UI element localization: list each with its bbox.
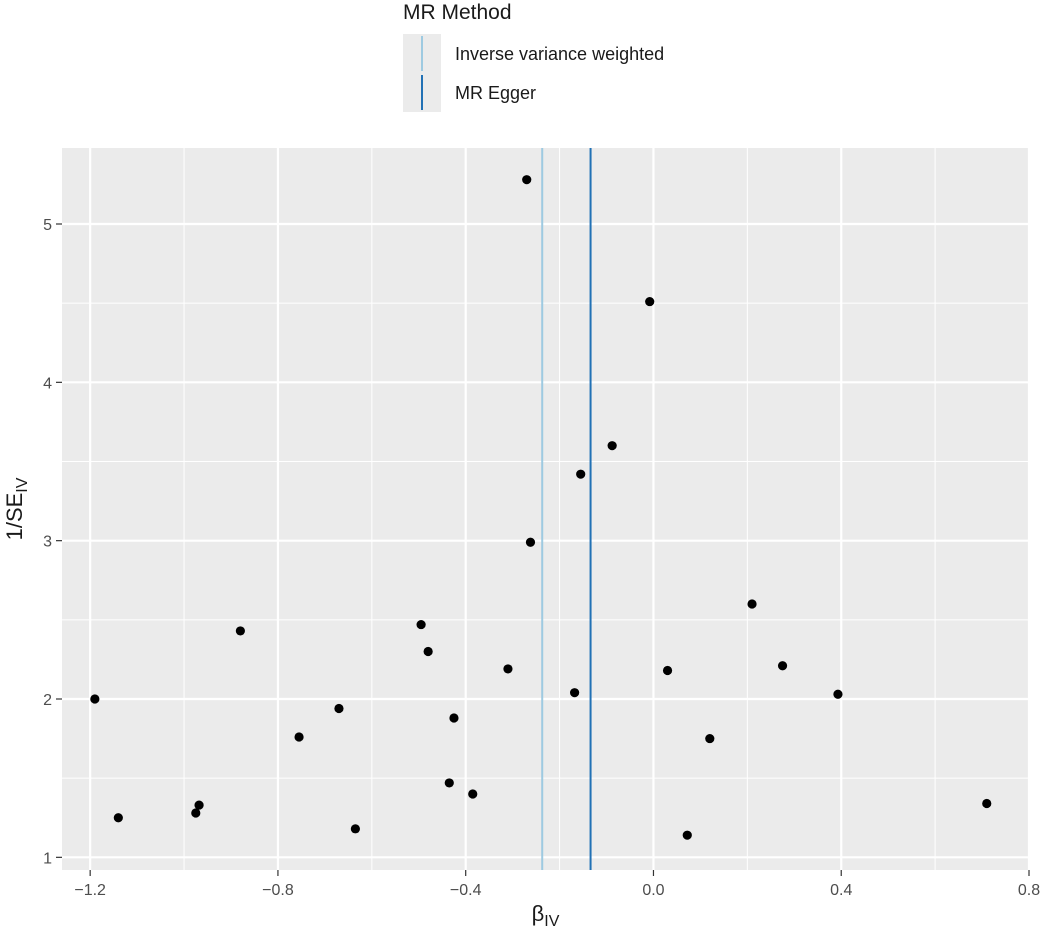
plot-panel bbox=[62, 148, 1029, 870]
y-axis-title-sub: IV bbox=[14, 477, 31, 492]
data-point-25 bbox=[777, 661, 788, 671]
x-axis-title-main: β bbox=[532, 901, 545, 926]
grid-major bbox=[62, 148, 1031, 870]
data-point-6 bbox=[294, 732, 304, 742]
data-point-13 bbox=[468, 789, 478, 799]
legend: MR Method Inverse variance weighted MR Eg… bbox=[403, 1, 664, 112]
data-point-20 bbox=[645, 296, 655, 307]
y-axis-title-main: 1/SE bbox=[2, 493, 27, 541]
legend-label: MR Egger bbox=[455, 83, 536, 103]
x-axis: −1.2 −0.8 −0.4 0.0 0.4 0.8 bbox=[74, 870, 1040, 899]
y-tick-label: 5 bbox=[43, 217, 52, 234]
legend-title: MR Method bbox=[403, 1, 512, 24]
reference-lines bbox=[541, 148, 592, 870]
data-points bbox=[90, 175, 992, 840]
data-point-1 bbox=[90, 694, 100, 704]
data-point-26 bbox=[833, 689, 843, 699]
data-point-8 bbox=[350, 824, 360, 834]
x-tick-label: 0.0 bbox=[642, 882, 664, 899]
data-point-10 bbox=[423, 646, 433, 657]
data-point-15 bbox=[522, 175, 532, 185]
data-point-24 bbox=[747, 599, 757, 609]
grid-minor bbox=[62, 148, 1029, 870]
data-point-21 bbox=[662, 665, 673, 676]
data-point-7 bbox=[334, 703, 344, 714]
data-point-22 bbox=[682, 830, 692, 840]
data-point-3 bbox=[191, 808, 201, 818]
data-point-2 bbox=[113, 813, 123, 823]
data-point-4 bbox=[194, 800, 204, 810]
x-tick-label: −0.4 bbox=[450, 882, 482, 899]
data-point-16 bbox=[525, 537, 536, 547]
x-tick-label: −1.2 bbox=[74, 882, 106, 899]
data-point-5 bbox=[235, 626, 245, 636]
data-point-14 bbox=[503, 664, 513, 674]
data-point-11 bbox=[444, 778, 454, 788]
data-point-9 bbox=[416, 619, 426, 630]
x-tick-label: 0.8 bbox=[1018, 882, 1040, 899]
legend-label: Inverse variance weighted bbox=[455, 44, 664, 64]
x-tick-label: −0.8 bbox=[262, 882, 294, 899]
y-axis-title: 1/SEIV bbox=[2, 477, 31, 540]
data-point-27 bbox=[982, 798, 992, 809]
x-tick-label: 0.4 bbox=[830, 882, 852, 899]
data-point-17 bbox=[570, 688, 580, 698]
y-tick-label: 3 bbox=[43, 534, 52, 551]
legend-keys: Inverse variance weighted MR Egger bbox=[403, 34, 664, 112]
data-point-19 bbox=[607, 441, 617, 451]
y-tick-label: 1 bbox=[43, 850, 52, 867]
x-axis-title-sub: IV bbox=[544, 913, 559, 930]
data-point-12 bbox=[449, 713, 459, 723]
x-axis-title: βIV bbox=[532, 901, 560, 930]
y-tick-label: 4 bbox=[43, 375, 52, 392]
y-tick-label: 2 bbox=[43, 692, 52, 709]
data-point-18 bbox=[576, 469, 586, 479]
data-point-23 bbox=[705, 733, 715, 744]
y-axis: 1 2 3 4 5 bbox=[43, 217, 62, 867]
